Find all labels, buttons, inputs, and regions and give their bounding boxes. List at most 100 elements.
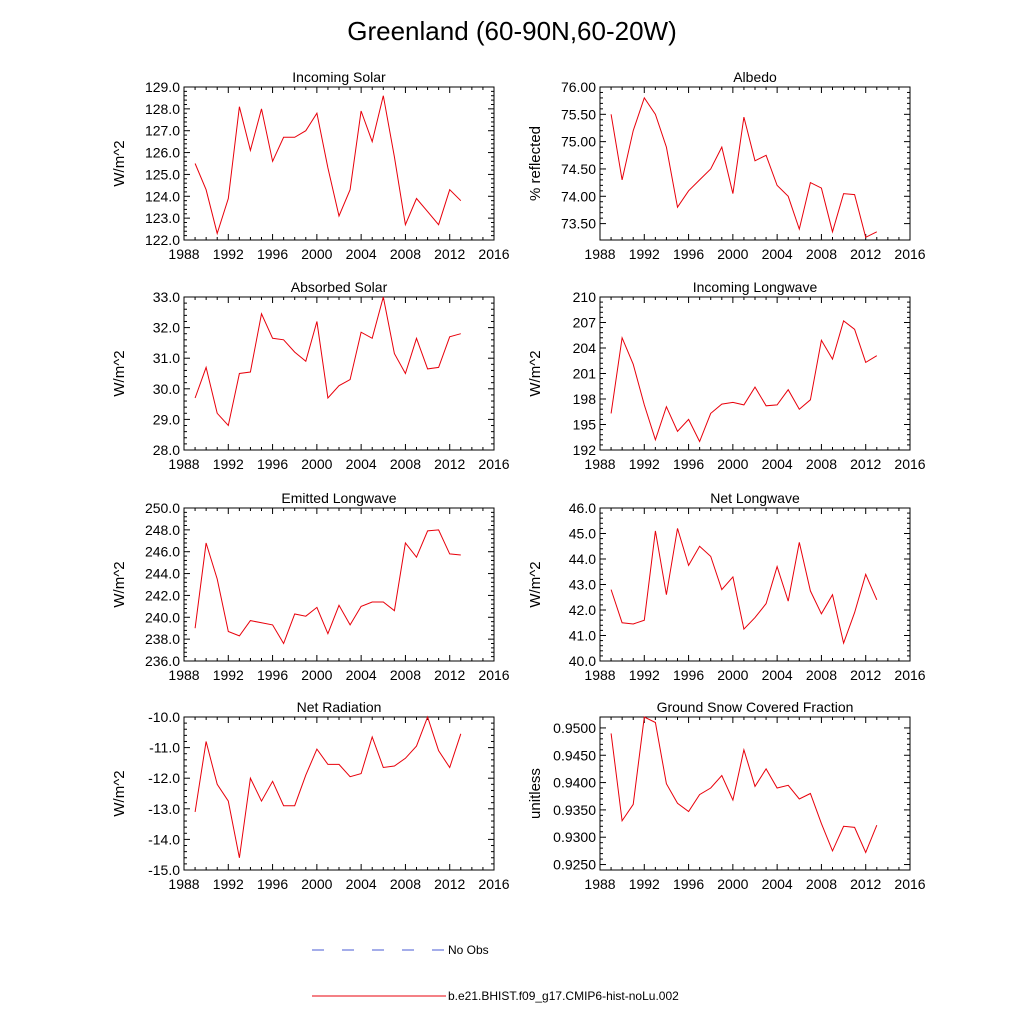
x-tick-label: 1988	[168, 246, 199, 262]
x-tick-label: 2012	[850, 667, 881, 683]
panel-title: Absorbed Solar	[291, 279, 388, 295]
x-tick-label: 2012	[850, 876, 881, 892]
y-tick-label: 30.0	[153, 381, 180, 397]
x-tick-label: 2004	[346, 667, 377, 683]
y-tick-label: 33.0	[153, 289, 180, 305]
y-tick-label: 31.0	[153, 350, 180, 366]
x-tick-label: 2000	[301, 246, 332, 262]
x-tick-label: 2008	[806, 876, 837, 892]
y-tick-label: 210	[573, 289, 597, 305]
y-tick-label: 248.0	[145, 522, 180, 538]
y-tick-label: -10.0	[148, 709, 180, 725]
panel-title: Net Longwave	[710, 490, 800, 506]
panel-title: Emitted Longwave	[281, 490, 396, 506]
x-tick-label: 1996	[257, 456, 288, 472]
x-tick-label: 1992	[213, 667, 244, 683]
series-line-absorbed-solar	[194, 296, 461, 427]
x-tick-label: 1996	[257, 246, 288, 262]
legend: No Obs b.e21.BHIST.f09_g17.CMIP6-hist-no…	[312, 943, 679, 1003]
y-tick-label: 128.0	[145, 101, 180, 117]
y-tick-label: 207	[573, 315, 597, 331]
y-tick-label: 0.9450	[553, 747, 596, 763]
x-tick-label: 1988	[584, 456, 615, 472]
x-tick-label: 2000	[717, 876, 748, 892]
panel-frame	[599, 507, 911, 662]
y-tick-label: 28.0	[153, 442, 180, 458]
x-tick-label: 1992	[629, 667, 660, 683]
x-tick-label: 2004	[762, 667, 793, 683]
x-tick-label: 2016	[478, 876, 509, 892]
y-tick-label: -13.0	[148, 801, 180, 817]
y-tick-label: 32.0	[153, 320, 180, 336]
y-tick-label: 29.0	[153, 411, 180, 427]
x-tick-label: 1988	[584, 667, 615, 683]
y-tick-label: 42.0	[569, 602, 596, 618]
series-line-emitted-longwave	[194, 529, 461, 645]
y-tick-label: 236.0	[145, 653, 180, 669]
x-tick-label: 2016	[894, 456, 925, 472]
x-tick-label: 2016	[478, 667, 509, 683]
series-line-incoming-longwave	[610, 319, 878, 443]
y-tick-label: 44.0	[569, 551, 596, 567]
series-line-incoming-solar	[194, 95, 462, 236]
x-tick-label: 2000	[301, 876, 332, 892]
panel-ground-snow-covered-fraction: Ground Snow Covered Fraction unitless 1988…	[527, 699, 926, 892]
y-tick-label: 250.0	[145, 500, 180, 516]
y-tick-label: 45.0	[569, 526, 596, 542]
panels: Incoming Solar W/m^2 1988 1992 1996 2000 2004 2…	[111, 69, 926, 892]
panel-title: Incoming Solar	[292, 69, 386, 85]
panel-frame	[183, 507, 495, 662]
x-tick-label: 2016	[894, 876, 925, 892]
y-tick-label: 75.50	[561, 106, 596, 122]
series-line-ground-snow-covered-fraction	[610, 716, 878, 854]
panel-title: Ground Snow Covered Fraction	[657, 699, 854, 715]
series-line-albedo	[610, 96, 878, 239]
figure-title: Greenland (60-90N,60-20W)	[347, 16, 677, 46]
y-tick-label: 204	[573, 340, 597, 356]
panel-incoming-longwave: Incoming Longwave W/m^2 1988 1992 1996 2000 20…	[527, 279, 926, 472]
y-tick-label: 76.00	[561, 79, 596, 95]
legend-label-model: b.e21.BHIST.f09_g17.CMIP6-hist-noLu.002	[448, 989, 679, 1003]
x-tick-label: 2016	[478, 246, 509, 262]
y-tick-label: 125.0	[145, 166, 180, 182]
panel-title: Net Radiation	[297, 699, 382, 715]
x-tick-label: 2008	[806, 456, 837, 472]
y-tick-label: 122.0	[145, 232, 180, 248]
y-axis-label: W/m^2	[111, 350, 128, 396]
panel-absorbed-solar: Absorbed Solar W/m^2 1988 1992 1996 2000 2004 2…	[111, 279, 510, 472]
x-tick-label: 1988	[584, 246, 615, 262]
x-tick-label: 2000	[717, 246, 748, 262]
y-tick-label: 124.0	[145, 188, 180, 204]
x-tick-label: 1988	[584, 876, 615, 892]
panel-net-longwave: Net Longwave W/m^2 1988 1992 1996 2000 2004 200…	[527, 490, 926, 683]
y-tick-label: 246.0	[145, 544, 180, 560]
y-axis-label: unitless	[527, 768, 544, 819]
y-tick-label: 74.50	[561, 161, 596, 177]
y-tick-label: -15.0	[148, 862, 180, 878]
y-tick-label: -14.0	[148, 831, 180, 847]
y-tick-label: 244.0	[145, 566, 180, 582]
x-tick-label: 2012	[850, 246, 881, 262]
x-tick-label: 2012	[434, 456, 465, 472]
y-tick-label: 201	[573, 366, 597, 382]
y-tick-label: 46.0	[569, 500, 596, 516]
y-tick-label: -11.0	[149, 740, 180, 756]
x-tick-label: 2012	[434, 876, 465, 892]
y-tick-label: 0.9500	[553, 720, 596, 736]
x-tick-label: 1992	[629, 456, 660, 472]
panel-frame	[599, 296, 911, 451]
x-tick-label: 2008	[390, 876, 421, 892]
x-tick-label: 1996	[673, 456, 704, 472]
y-axis-label: W/m^2	[527, 350, 544, 396]
series-line-net-longwave	[610, 528, 878, 645]
y-tick-label: 198	[573, 391, 597, 407]
x-tick-label: 2004	[762, 246, 793, 262]
y-tick-label: 192	[573, 442, 597, 458]
y-axis-label: % reflected	[527, 126, 544, 201]
series-line-net-radiation	[194, 715, 462, 858]
y-tick-label: 240.0	[145, 609, 180, 625]
y-tick-label: 127.0	[145, 123, 180, 139]
x-tick-label: 2000	[717, 667, 748, 683]
panel-net-radiation: Net Radiation W/m^2 1988 1992 1996 2000 2004 20…	[111, 699, 510, 892]
